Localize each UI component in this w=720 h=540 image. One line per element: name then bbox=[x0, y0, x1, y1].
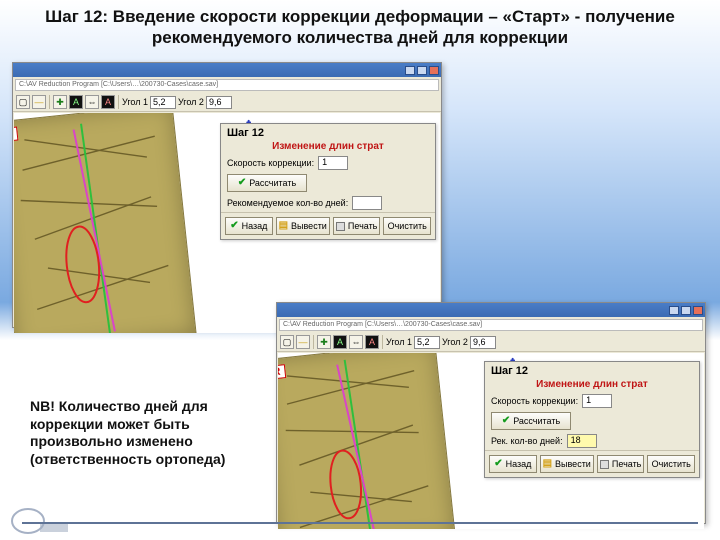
min-button[interactable] bbox=[669, 306, 679, 315]
panel-head: Шаг 12 bbox=[221, 124, 435, 139]
tool-icon[interactable]: A bbox=[101, 95, 115, 109]
tool-icon[interactable]: ✚ bbox=[53, 95, 67, 109]
max-button[interactable] bbox=[417, 66, 427, 75]
tool-icon[interactable]: ✚ bbox=[317, 335, 331, 349]
slide-title: Шаг 12: Введение скорости коррекции дефо… bbox=[0, 0, 720, 51]
calc-label: Рассчитать bbox=[249, 178, 296, 188]
angle1-label: Угол 1 bbox=[122, 97, 148, 107]
btn-label: Назад bbox=[242, 221, 268, 231]
screenshot-2: C:\AV Reduction Program [C:\Users\…\2007… bbox=[276, 302, 706, 524]
workspace: R ✥ Шаг 12 Изменение длин страт Скорость… bbox=[14, 113, 440, 333]
calc-button[interactable]: ✔ Рассчитать bbox=[227, 174, 307, 192]
tool-icon[interactable]: — bbox=[32, 95, 46, 109]
speed-input[interactable]: 1 bbox=[318, 156, 348, 170]
screenshot-1: C:\AV Reduction Program [C:\Users\…\2007… bbox=[12, 62, 442, 328]
path-bar: C:\AV Reduction Program [C:\Users\…\2007… bbox=[279, 319, 703, 331]
max-button[interactable] bbox=[681, 306, 691, 315]
check-icon: ✔ bbox=[494, 459, 502, 469]
separator bbox=[49, 95, 50, 109]
panel-head: Шаг 12 bbox=[485, 362, 699, 377]
check-icon: ✔ bbox=[502, 416, 510, 426]
tool-icon[interactable]: ⇔ bbox=[349, 335, 363, 349]
separator bbox=[382, 335, 383, 349]
close-button[interactable] bbox=[693, 306, 703, 315]
days-input[interactable] bbox=[352, 196, 382, 210]
btn-label: Вывести bbox=[555, 459, 591, 469]
angle1-input[interactable]: 5,2 bbox=[414, 336, 440, 349]
check-icon: ✔ bbox=[238, 178, 246, 188]
doc-icon: ▤ bbox=[543, 459, 552, 469]
days-label: Рек. кол-во дней: bbox=[491, 436, 563, 446]
step-panel-1: Шаг 12 Изменение длин страт Скорость кор… bbox=[220, 123, 436, 240]
btn-label: Назад bbox=[506, 459, 532, 469]
calc-button[interactable]: ✔ Рассчитать bbox=[491, 412, 571, 430]
btn-label: Вывести bbox=[291, 221, 327, 231]
nb-note: NB! Количество дней для коррекции может … bbox=[30, 398, 230, 468]
angle2-label: Угол 2 bbox=[178, 97, 204, 107]
tool-icon[interactable]: A bbox=[69, 95, 83, 109]
clear-button[interactable]: Очистить bbox=[647, 455, 695, 473]
tool-icon[interactable]: — bbox=[296, 335, 310, 349]
print-button[interactable]: Печать bbox=[597, 455, 645, 473]
btn-label: Очистить bbox=[388, 221, 427, 231]
panel-subtitle: Изменение длин страт bbox=[221, 139, 435, 154]
window-titlebar bbox=[13, 63, 441, 77]
toolbar: ▢ — ✚ A ⇔ A Угол 1 5,2 Угол 2 9,6 bbox=[277, 333, 705, 352]
doc-icon: ▤ bbox=[279, 221, 288, 231]
separator bbox=[313, 335, 314, 349]
calc-label: Рассчитать bbox=[513, 416, 560, 426]
out-button[interactable]: ▤Вывести bbox=[540, 455, 594, 473]
angle1-input[interactable]: 5,2 bbox=[150, 96, 176, 109]
btn-label: Печать bbox=[612, 459, 641, 469]
check-icon: ✔ bbox=[230, 221, 238, 231]
tool-icon[interactable]: ▢ bbox=[16, 95, 30, 109]
printer-icon bbox=[600, 460, 609, 469]
button-row: ✔ Назад ▤Вывести Печать Очистить bbox=[485, 450, 699, 477]
window-titlebar bbox=[277, 303, 705, 317]
days-input[interactable]: 18 bbox=[567, 434, 597, 448]
angle1-label: Угол 1 bbox=[386, 337, 412, 347]
close-button[interactable] bbox=[429, 66, 439, 75]
tool-icon[interactable]: A bbox=[365, 335, 379, 349]
panel-subtitle: Изменение длин страт bbox=[485, 377, 699, 392]
speed-label: Скорость коррекции: bbox=[491, 396, 578, 406]
xray-image: R bbox=[14, 113, 196, 333]
speed-label: Скорость коррекции: bbox=[227, 158, 314, 168]
xray-image: R bbox=[278, 353, 455, 529]
tool-icon[interactable]: A bbox=[333, 335, 347, 349]
min-button[interactable] bbox=[405, 66, 415, 75]
back-button[interactable]: ✔ Назад bbox=[225, 217, 273, 235]
step-panel-2: Шаг 12 Изменение длин страт Скорость кор… bbox=[484, 361, 700, 478]
clear-button[interactable]: Очистить bbox=[383, 217, 431, 235]
back-button[interactable]: ✔ Назад bbox=[489, 455, 537, 473]
button-row: ✔ Назад ▤Вывести Печать Очистить bbox=[221, 212, 435, 239]
footer-divider bbox=[22, 522, 698, 524]
workspace: R ✥ Шаг 12 Изменение длин страт Скорость… bbox=[278, 353, 704, 529]
angle2-input[interactable]: 9,6 bbox=[470, 336, 496, 349]
separator bbox=[118, 95, 119, 109]
path-bar: C:\AV Reduction Program [C:\Users\…\2007… bbox=[15, 79, 439, 91]
out-button[interactable]: ▤Вывести bbox=[276, 217, 330, 235]
footer-logo bbox=[10, 506, 70, 536]
print-button[interactable]: Печать bbox=[333, 217, 381, 235]
printer-icon bbox=[336, 222, 345, 231]
tool-icon[interactable]: ⇔ bbox=[85, 95, 99, 109]
angle2-input[interactable]: 9,6 bbox=[206, 96, 232, 109]
days-label: Рекомендуемое кол-во дней: bbox=[227, 198, 348, 208]
angle2-label: Угол 2 bbox=[442, 337, 468, 347]
btn-label: Очистить bbox=[652, 459, 691, 469]
tool-icon[interactable]: ▢ bbox=[280, 335, 294, 349]
btn-label: Печать bbox=[348, 221, 377, 231]
speed-input[interactable]: 1 bbox=[582, 394, 612, 408]
toolbar: ▢ — ✚ A ⇔ A Угол 1 5,2 Угол 2 9,6 bbox=[13, 93, 441, 112]
